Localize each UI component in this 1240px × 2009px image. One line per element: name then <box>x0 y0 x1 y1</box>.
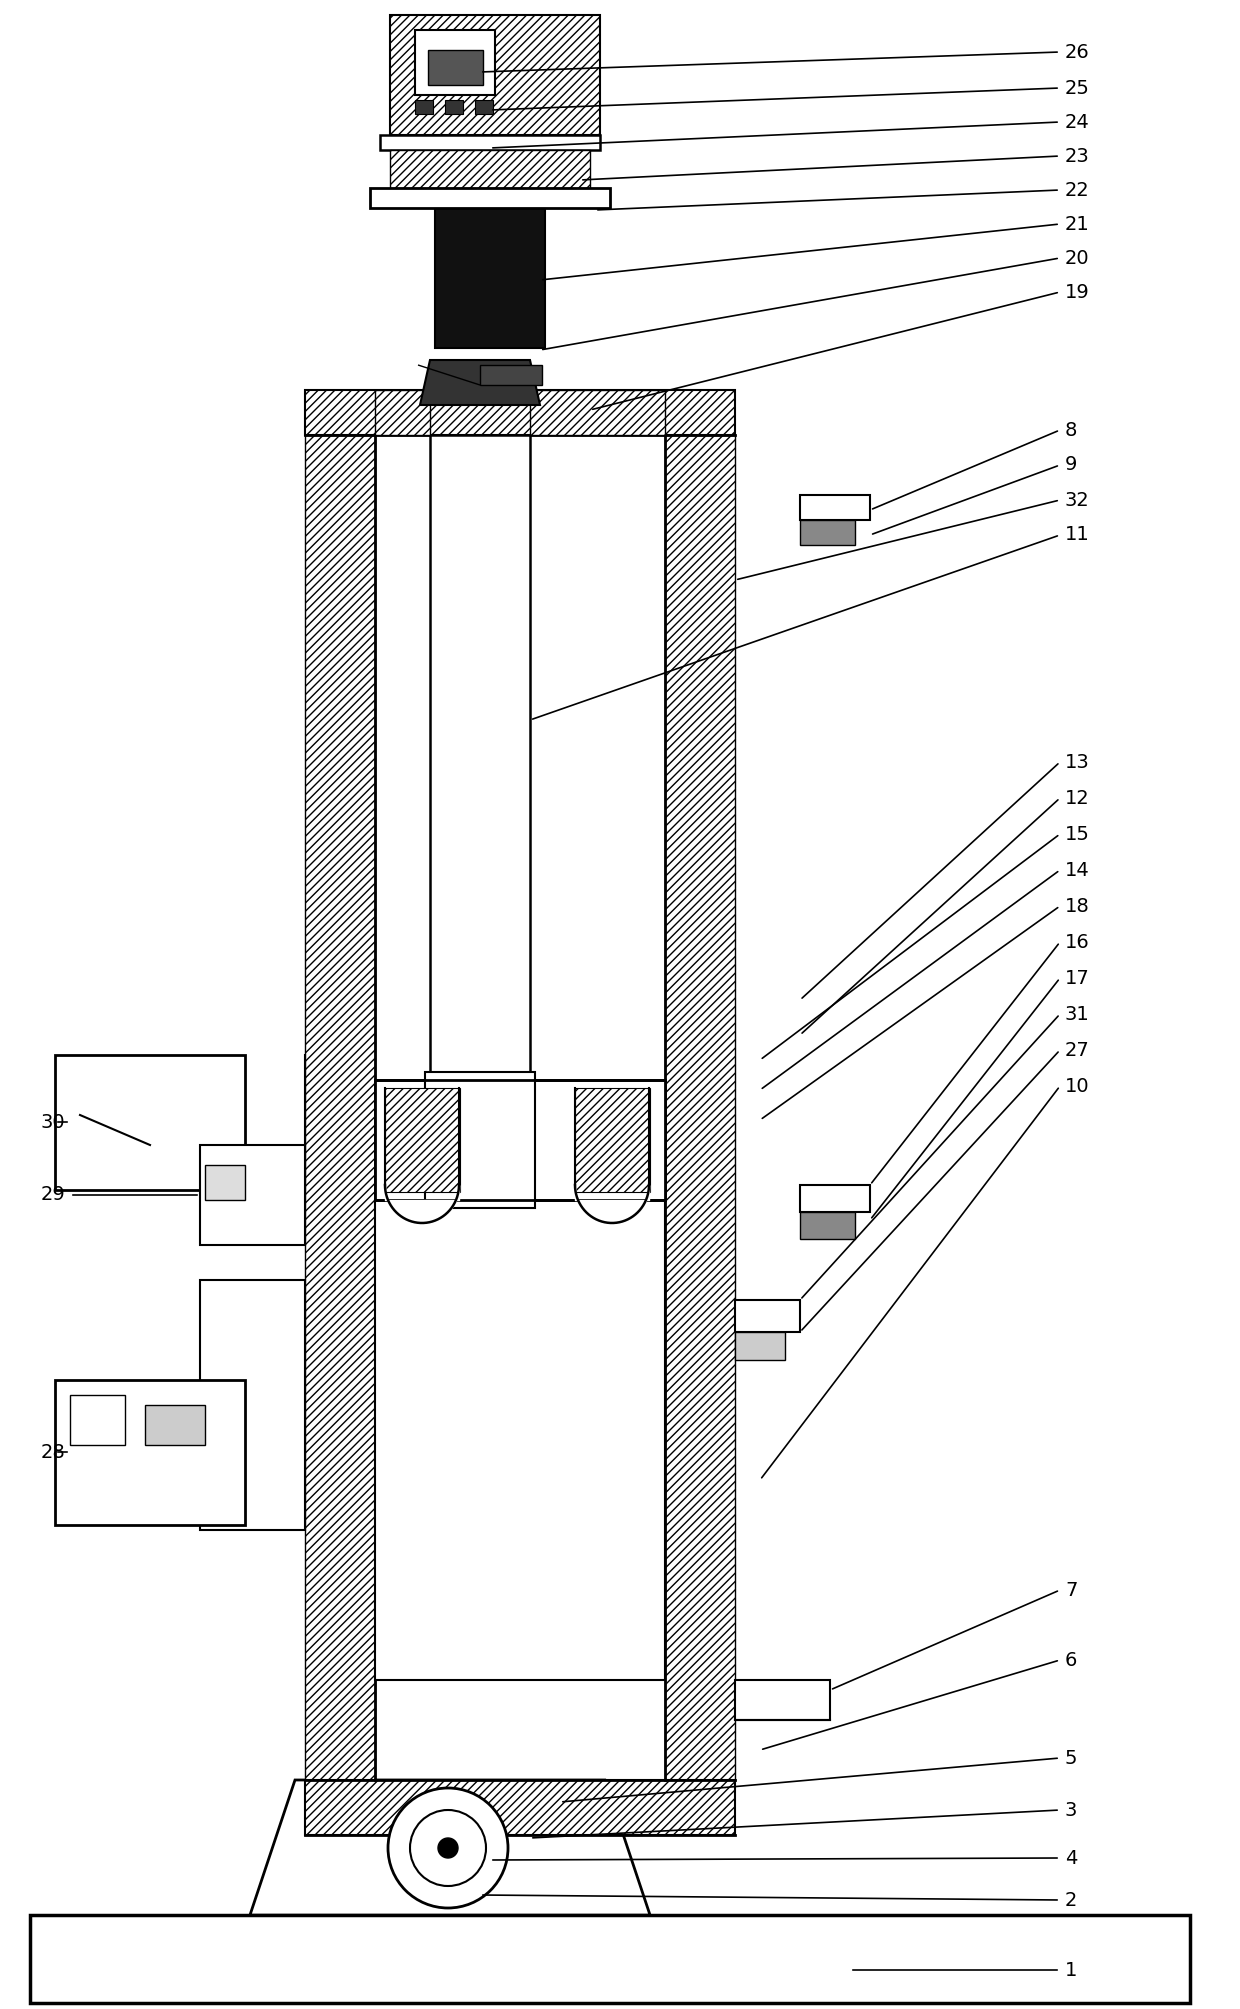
Polygon shape <box>250 1780 650 1915</box>
Bar <box>800 1211 856 1240</box>
Bar <box>200 1280 305 1531</box>
Bar <box>30 1915 1190 2003</box>
Bar <box>475 100 494 115</box>
Bar <box>735 1680 830 1720</box>
Bar <box>374 390 430 436</box>
Bar <box>145 1404 205 1444</box>
Bar <box>384 1089 460 1191</box>
Bar <box>735 1332 785 1360</box>
Text: 25: 25 <box>1065 78 1090 98</box>
Text: 11: 11 <box>1065 526 1090 544</box>
Bar <box>69 1394 125 1444</box>
Text: 18: 18 <box>1065 896 1090 916</box>
Text: 27: 27 <box>1065 1041 1090 1059</box>
Bar <box>428 50 484 84</box>
Text: 3: 3 <box>1065 1800 1078 1820</box>
Polygon shape <box>480 366 542 386</box>
Bar <box>305 436 374 1780</box>
Bar <box>55 1380 246 1525</box>
Text: 7: 7 <box>1065 1581 1078 1599</box>
Bar <box>370 189 610 209</box>
Text: 22: 22 <box>1065 181 1090 199</box>
Bar <box>379 135 600 151</box>
Text: 26: 26 <box>1065 42 1090 62</box>
Bar <box>415 30 495 94</box>
Bar <box>735 1300 800 1332</box>
Bar <box>575 1089 650 1191</box>
Bar <box>374 1199 665 1680</box>
Text: 24: 24 <box>1065 113 1090 131</box>
Text: 12: 12 <box>1065 788 1090 808</box>
Text: 29: 29 <box>40 1185 64 1205</box>
Text: 2: 2 <box>1065 1890 1078 1909</box>
Bar <box>391 14 600 135</box>
Polygon shape <box>420 360 539 406</box>
Bar <box>800 494 870 520</box>
Bar <box>430 436 529 1081</box>
Text: 5: 5 <box>1065 1748 1078 1768</box>
Text: 31: 31 <box>1065 1004 1090 1023</box>
Text: 28: 28 <box>40 1442 64 1461</box>
Bar <box>425 1073 534 1207</box>
Text: 6: 6 <box>1065 1651 1078 1669</box>
Bar <box>55 1055 246 1189</box>
Text: 32: 32 <box>1065 490 1090 510</box>
Text: 14: 14 <box>1065 860 1090 880</box>
Text: 19: 19 <box>1065 283 1090 301</box>
Text: 13: 13 <box>1065 753 1090 771</box>
Text: 21: 21 <box>1065 215 1090 233</box>
Text: 10: 10 <box>1065 1077 1090 1095</box>
Bar <box>435 209 546 348</box>
Bar <box>374 436 665 1780</box>
Text: 8: 8 <box>1065 420 1078 440</box>
Text: 15: 15 <box>1065 824 1090 844</box>
Bar <box>800 1185 870 1211</box>
Text: 30: 30 <box>41 1113 64 1131</box>
Bar <box>415 100 433 115</box>
Bar <box>200 1145 305 1246</box>
Circle shape <box>438 1838 458 1858</box>
Text: 16: 16 <box>1065 932 1090 952</box>
Bar <box>305 390 735 436</box>
Text: 4: 4 <box>1065 1848 1078 1868</box>
Text: 1: 1 <box>1065 1961 1078 1979</box>
Text: 9: 9 <box>1065 456 1078 474</box>
Bar <box>529 390 665 436</box>
Bar <box>391 151 590 189</box>
Bar <box>665 436 735 1780</box>
Circle shape <box>410 1810 486 1886</box>
Text: 23: 23 <box>1065 147 1090 165</box>
Text: 17: 17 <box>1065 968 1090 988</box>
Bar <box>445 100 463 115</box>
Bar <box>305 1780 735 1834</box>
Bar <box>205 1165 246 1199</box>
Bar <box>800 520 856 544</box>
Bar <box>374 1081 665 1199</box>
Text: 20: 20 <box>1065 249 1090 267</box>
Circle shape <box>388 1788 508 1909</box>
Polygon shape <box>418 366 480 386</box>
